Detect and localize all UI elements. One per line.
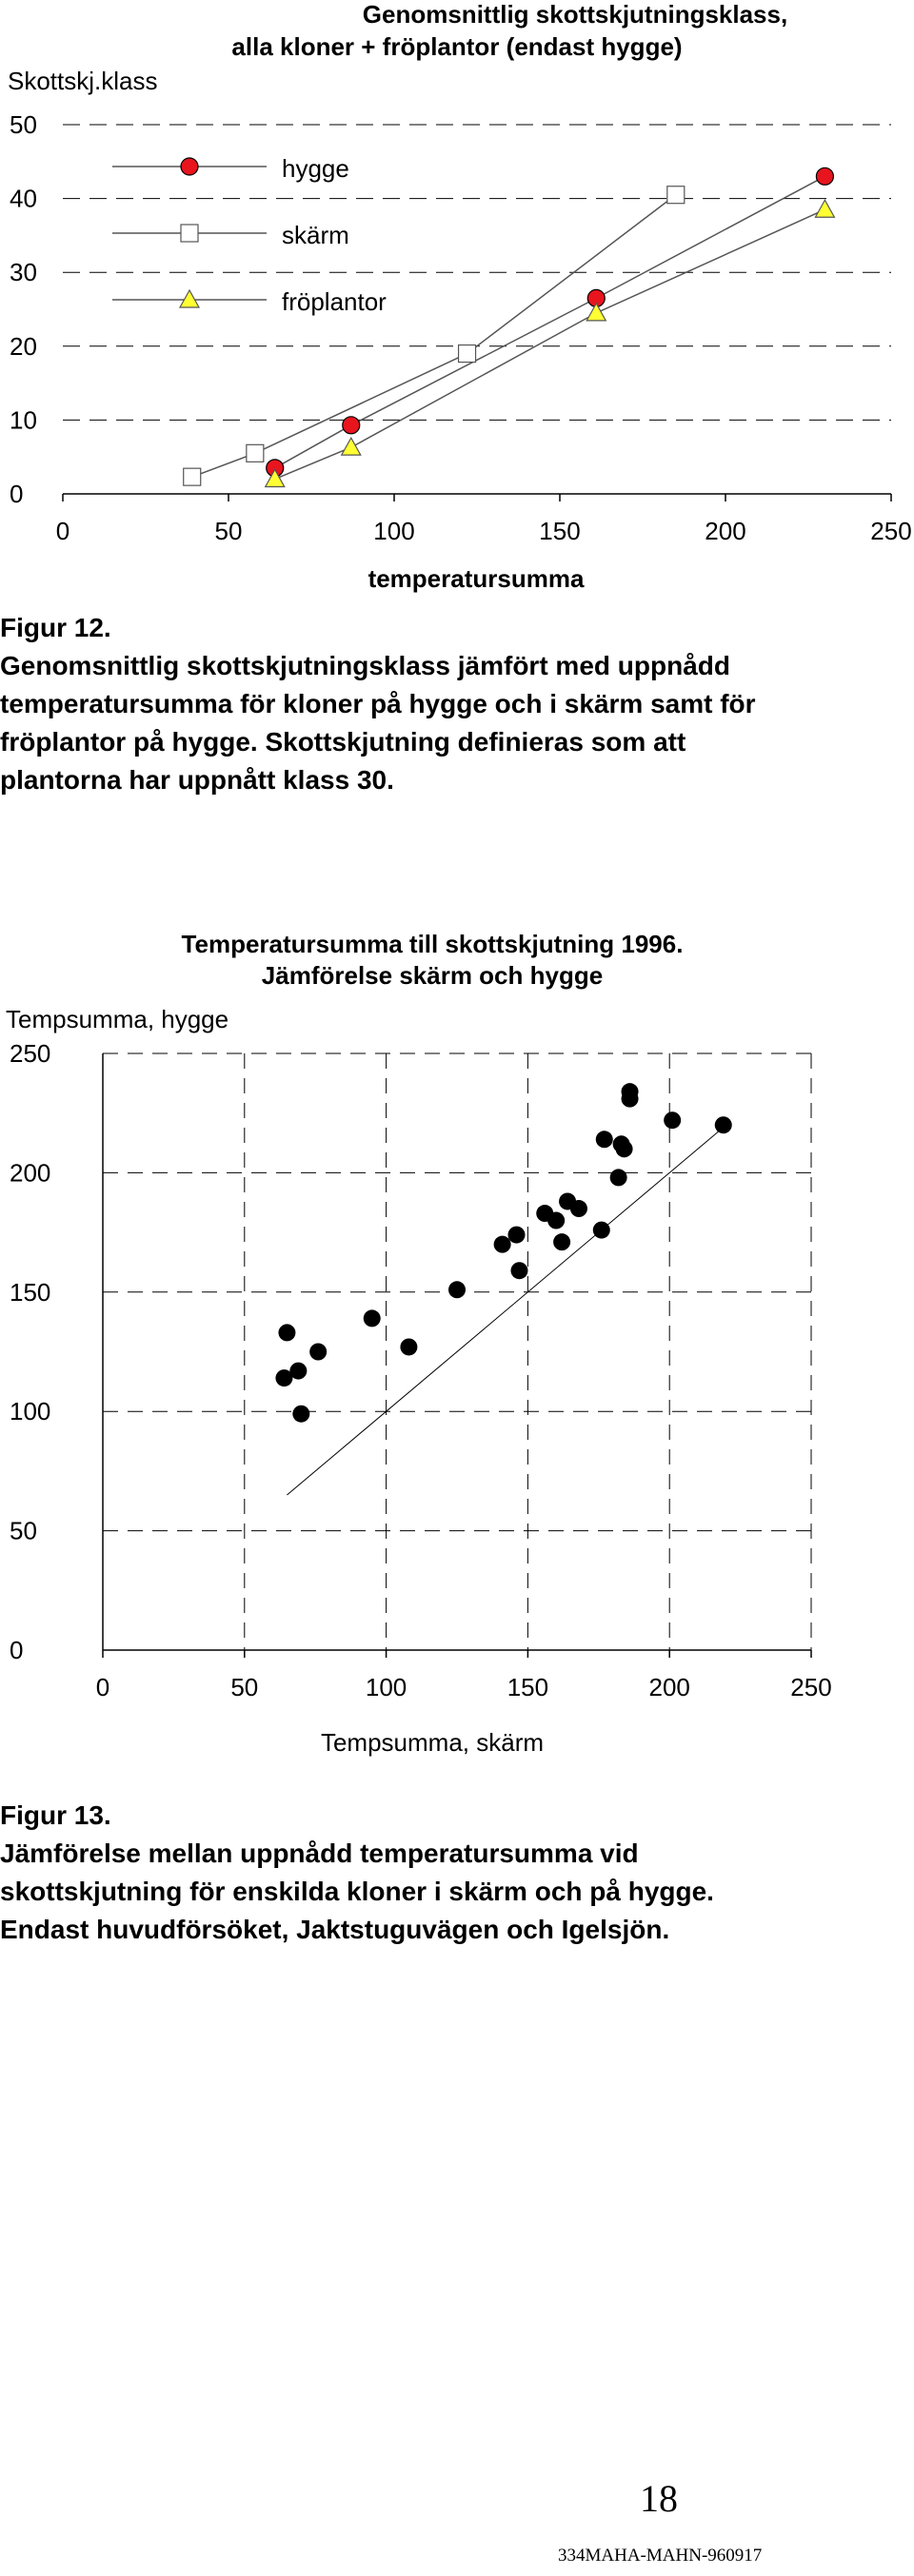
- scatter-point: [493, 1235, 511, 1253]
- x-tick-label: 200: [649, 1673, 690, 1701]
- series-line-skärm: [191, 194, 677, 478]
- scatter-point: [275, 1369, 293, 1387]
- data-point-fröplantor: [814, 199, 836, 218]
- caption-fig12-number: Figur 12.: [0, 613, 111, 642]
- x-tick-label: 100: [366, 1673, 407, 1701]
- y-tick-label: 0: [10, 1636, 23, 1664]
- caption-fig13-line: Endast huvudförsöket, Jaktstuguvägen och…: [0, 1915, 670, 1944]
- x-tick-label: 150: [507, 1673, 548, 1701]
- legend-marker-skärm: [180, 224, 199, 243]
- page-number: 18: [640, 2477, 678, 2520]
- data-point-hygge: [342, 416, 361, 435]
- y-tick-label: 200: [10, 1158, 50, 1187]
- y-tick-label: 100: [10, 1397, 50, 1426]
- scatter-point: [621, 1090, 639, 1108]
- caption-fig13: Figur 13. Jämförelse mellan uppnådd temp…: [0, 1797, 914, 1949]
- scatter-point: [507, 1226, 526, 1244]
- caption-fig13-line: Jämförelse mellan uppnådd temperatursumm…: [0, 1839, 639, 1868]
- x-tick-label: 0: [96, 1673, 109, 1701]
- y-tick-label: 50: [10, 1517, 37, 1545]
- legend-marker-hygge: [180, 157, 199, 176]
- scatter-point: [592, 1221, 610, 1239]
- series-line-fröplantor: [274, 208, 825, 481]
- caption-fig13-number: Figur 13.: [0, 1800, 111, 1830]
- x-tick-label: 50: [230, 1673, 258, 1701]
- y-tick-label: 20: [10, 332, 37, 361]
- x-tick-label: 100: [373, 517, 414, 545]
- y-tick-label: 50: [10, 110, 37, 139]
- chart-title-line2: alla kloner + fröplantor (endast hygge): [231, 32, 682, 61]
- y-tick-label: 250: [10, 1039, 50, 1068]
- scatter-point: [510, 1262, 528, 1280]
- x-tick-label: 0: [56, 517, 70, 545]
- y-tick-label: 30: [10, 258, 37, 286]
- scatter-point: [553, 1233, 571, 1251]
- scatter-point: [609, 1169, 627, 1187]
- x-tick-label: 250: [870, 517, 911, 545]
- scatter-point: [448, 1281, 466, 1299]
- caption-fig13-line: skottskjutning för enskilda kloner i skä…: [0, 1877, 714, 1906]
- caption-fig12-line: Genomsnittlig skottskjutningsklass jämfö…: [0, 651, 730, 680]
- data-point-fröplantor: [264, 468, 286, 488]
- caption-fig12-line: fröplantor på hygge. Skottskjutning defi…: [0, 727, 686, 757]
- data-point-skärm: [666, 186, 686, 205]
- x-tick-label: 50: [215, 517, 243, 545]
- scatter-point: [289, 1362, 308, 1380]
- data-point-skärm: [246, 443, 265, 462]
- scatter-point: [595, 1131, 613, 1149]
- y-tick-label: 150: [10, 1278, 50, 1307]
- chart-title: Temperatursumma till skottskjutning 1996…: [182, 930, 684, 958]
- document-code: 334MAHA-MAHN-960917: [558, 2546, 763, 2566]
- scatter-point: [615, 1140, 633, 1158]
- legend-label: hygge: [282, 154, 349, 183]
- legend-label: fröplantor: [282, 287, 387, 316]
- data-point-skärm: [183, 467, 202, 486]
- y-tick-label: 0: [10, 480, 23, 508]
- scatter-point: [363, 1309, 381, 1327]
- data-point-skärm: [457, 344, 477, 364]
- data-point-hygge: [815, 167, 835, 186]
- y-tick-label: 10: [10, 405, 37, 434]
- caption-fig12: Figur 12. Genomsnittlig skottskjutningsk…: [0, 609, 914, 799]
- scatter-point: [292, 1405, 310, 1423]
- x-tick-label: 150: [539, 517, 580, 545]
- legend-label: skärm: [282, 221, 349, 249]
- y-axis-label: Tempsumma, hygge: [6, 1005, 228, 1033]
- y-tick-label: 40: [10, 185, 37, 213]
- caption-fig12-line: temperatursumma för kloner på hygge och …: [0, 689, 756, 718]
- scatter-point: [664, 1111, 682, 1130]
- scatter-point: [547, 1211, 566, 1229]
- scatter-point: [400, 1338, 418, 1356]
- chart-title-line2: Jämförelse skärm och hygge: [262, 961, 603, 990]
- reference-line: [287, 1124, 727, 1496]
- x-axis-label: Tempsumma, skärm: [321, 1728, 544, 1757]
- y-axis-label: Skottskj.klass: [8, 67, 158, 95]
- scatter-point: [714, 1116, 732, 1134]
- data-point-fröplantor: [586, 302, 607, 322]
- data-point-fröplantor: [340, 436, 362, 456]
- caption-fig12-line: plantorna har uppnått klass 30.: [0, 765, 394, 795]
- scatter-point: [569, 1200, 587, 1218]
- chart-title: Genomsnittlig skottskjutningsklass,: [363, 0, 787, 29]
- x-tick-label: 200: [705, 517, 745, 545]
- legend-marker-fröplantor: [178, 288, 201, 308]
- scatter-point: [309, 1343, 328, 1361]
- scatter-point: [278, 1324, 296, 1342]
- x-axis-label: temperatursumma: [368, 564, 585, 593]
- chart-fig13: Temperatursumma till skottskjutning 1996…: [6, 930, 832, 1757]
- chart-fig12: Genomsnittlig skottskjutningsklass, alla …: [8, 0, 912, 593]
- x-tick-label: 250: [790, 1673, 831, 1701]
